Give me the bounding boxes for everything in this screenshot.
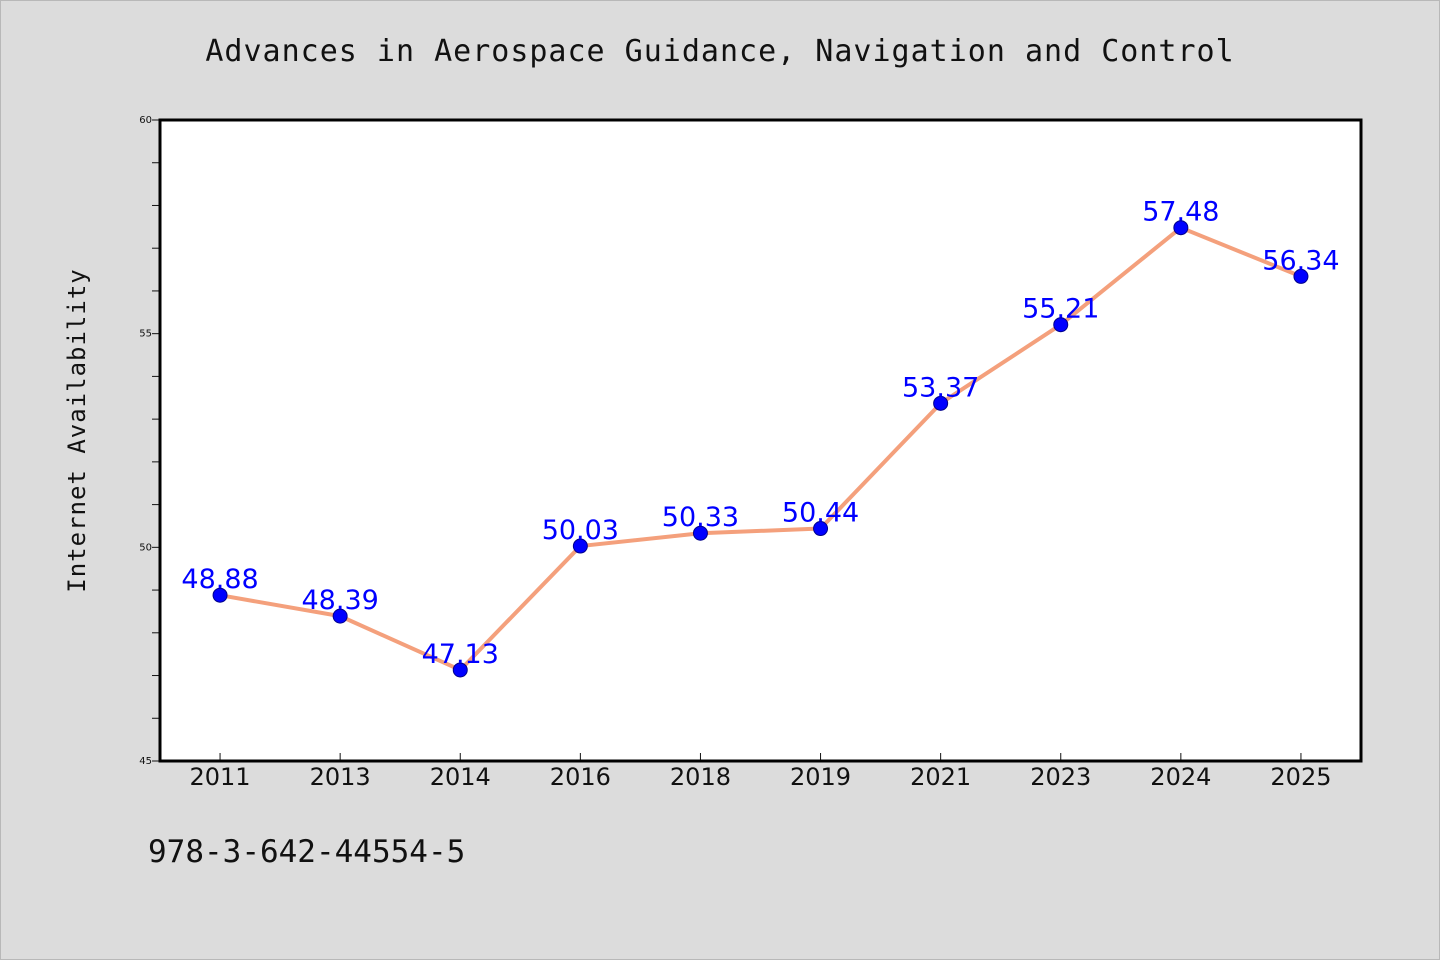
- isbn-text: 978-3-642-44554-5: [148, 834, 466, 870]
- data-point: [1293, 268, 1309, 284]
- x-tick-label: 2024: [1150, 763, 1211, 791]
- data-point: [933, 395, 949, 411]
- data-label: 50.44: [782, 498, 859, 529]
- x-tick-label: 2019: [790, 763, 851, 791]
- y-axis-title: Internet Availability: [63, 268, 91, 592]
- y-tick-label: 55: [139, 329, 152, 340]
- data-label: 48.88: [181, 564, 258, 595]
- data-point: [1173, 220, 1189, 236]
- x-tick-label: 2011: [190, 763, 251, 791]
- data-point: [692, 525, 708, 541]
- data-label: 48.39: [302, 585, 379, 616]
- data-label: 53.37: [902, 372, 979, 403]
- x-tick-label: 2018: [670, 763, 731, 791]
- x-tick-label: 2016: [550, 763, 611, 791]
- x-tick-label: 2013: [310, 763, 371, 791]
- series-line: [218, 225, 1303, 672]
- plot-frame: [158, 118, 1363, 763]
- y-tick-label: 50: [139, 542, 152, 553]
- chart-title: Advances in Aerospace Guidance, Navigati…: [205, 34, 1235, 69]
- data-point: [212, 587, 228, 603]
- data-label: 50.33: [662, 502, 739, 533]
- data-label: 57.48: [1142, 197, 1219, 228]
- data-point: [813, 521, 829, 537]
- data-point: [452, 662, 468, 678]
- y-tick-label: 45: [139, 756, 152, 767]
- x-tick-label: 2014: [430, 763, 491, 791]
- x-tick-label: 2021: [910, 763, 971, 791]
- x-tick-label: 2023: [1030, 763, 1091, 791]
- data-label: 50.03: [542, 515, 619, 546]
- x-tick-label: 2025: [1270, 763, 1331, 791]
- y-tick-label: 60: [139, 115, 152, 126]
- data-label: 56.34: [1262, 245, 1339, 276]
- data-point: [1053, 317, 1069, 333]
- data-label: 55.21: [1022, 294, 1099, 325]
- plot-area: [160, 120, 1361, 761]
- data-point: [332, 608, 348, 624]
- data-label: 47.13: [422, 639, 499, 670]
- data-point: [572, 538, 588, 554]
